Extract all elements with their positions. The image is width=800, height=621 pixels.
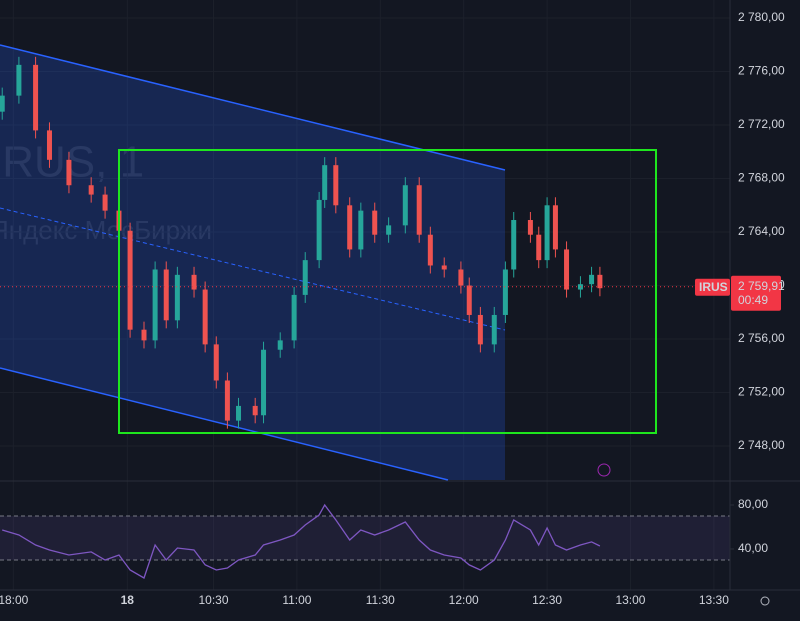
candle-body: [291, 294, 297, 341]
candle-body: [322, 165, 328, 200]
y-tick-label: 2 768,00: [738, 171, 785, 185]
y-tick-label: 80,00: [738, 497, 768, 511]
candle-body: [66, 159, 72, 186]
last-price-label: 2 759,91: [738, 279, 785, 293]
candle-body: [163, 269, 169, 321]
watermark-exchange: Яндекс МосБиржи: [0, 215, 212, 245]
candle-body: [502, 269, 508, 315]
candle-body: [46, 130, 52, 160]
x-tick-label: 13:00: [615, 593, 645, 607]
rsi-band: [0, 515, 730, 560]
candle-body: [552, 205, 558, 250]
candle-body: [261, 349, 267, 416]
channel-fill: [0, 45, 505, 480]
x-tick-label: 12:30: [532, 593, 562, 607]
x-tick-label: 11:30: [366, 593, 395, 607]
candle-body: [277, 340, 283, 350]
candle-body: [564, 249, 570, 290]
candle-body: [427, 234, 433, 266]
y-tick-label: 2 772,00: [738, 117, 785, 131]
candle-body: [88, 185, 94, 195]
candle-body: [477, 314, 483, 345]
channel-mid: [0, 207, 506, 331]
candle-body: [333, 165, 339, 206]
candle-body: [0, 95, 5, 112]
candle-body: [536, 234, 542, 261]
candle-body: [141, 329, 147, 341]
candle-body: [441, 265, 447, 270]
candle-body: [416, 185, 422, 235]
candle-body: [174, 274, 180, 321]
candle-body: [102, 194, 108, 211]
y-tick-label: 2 748,00: [738, 438, 785, 452]
y-tick-label: 2 752,00: [738, 385, 785, 399]
grid: [0, 0, 730, 590]
candle-body: [191, 274, 197, 290]
candle-body: [597, 274, 603, 289]
candle-body: [358, 210, 364, 250]
candle-body: [236, 405, 242, 421]
candle-body: [544, 205, 550, 261]
channel-lower: [0, 367, 449, 481]
candle-body: [213, 344, 219, 381]
candle-body: [202, 289, 208, 345]
candle-body: [224, 380, 230, 421]
x-tick-label: 11:00: [282, 593, 311, 607]
y-tick-label: 40,00: [738, 541, 768, 555]
candle-body: [466, 285, 472, 315]
y-tick-label: 2 780,00: [738, 10, 785, 24]
candle-body: [252, 405, 258, 416]
candle-body: [458, 269, 464, 286]
candle-body: [33, 64, 39, 131]
y-tick-label: 2 756,00: [738, 331, 785, 345]
x-tick-label: 12:00: [449, 593, 479, 607]
symbol-badge: [695, 278, 730, 296]
candle-body: [511, 220, 517, 270]
y-tick-label: 2 764,00: [738, 224, 785, 238]
rsi-line: [2, 503, 601, 579]
x-tick-label: 18: [121, 593, 135, 607]
symbol-label: IRUS: [699, 280, 728, 294]
candle-body: [347, 205, 353, 250]
event-icon[interactable]: [597, 463, 611, 477]
x-tick-label: 13:30: [699, 593, 729, 607]
candle-body: [402, 185, 408, 226]
x-tick-label: 18:00: [0, 593, 29, 607]
settings-icon[interactable]: [760, 596, 770, 606]
candle-body: [386, 225, 392, 235]
x-tick-label: 10:30: [198, 593, 228, 607]
y-tick-label: 2 776,00: [738, 64, 785, 78]
candle-body: [589, 274, 595, 285]
box-drawing: [118, 149, 657, 434]
candle-body: [316, 199, 322, 261]
candle-body: [527, 220, 533, 235]
candle-body: [16, 64, 22, 96]
candle-body: [127, 230, 133, 330]
candle-body: [302, 260, 308, 295]
price-badge: [731, 275, 781, 311]
plot: [0, 56, 734, 579]
candle-body: [152, 269, 158, 341]
countdown-label: 00:49: [738, 293, 768, 307]
candle-body: [372, 210, 378, 235]
candle-body: [491, 314, 497, 345]
